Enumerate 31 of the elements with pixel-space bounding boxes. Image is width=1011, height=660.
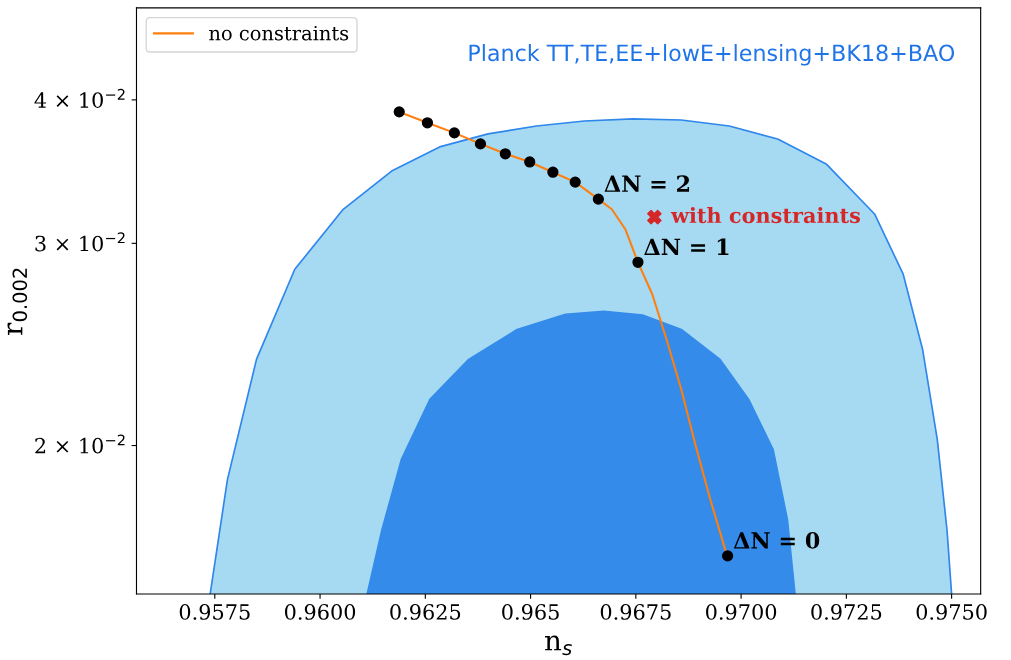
x-tick-label: 0.965 — [502, 604, 559, 620]
annotation: Planck TT,TE,EE+lowE+lensing+BK18+BAO — [469, 44, 955, 66]
y-tick-label: 3 × 10$^{−2}$ — [35, 232, 125, 252]
x-tick-label: 0.9600 — [284, 604, 356, 620]
x-tick-label: 0.9575 — [179, 604, 250, 620]
point — [393, 106, 405, 118]
x-axis-title: n$_{s}$ — [545, 635, 572, 656]
y-tick-label: 2 × 10$^{−2}$ — [35, 434, 125, 454]
annotation: ΔN = 2 — [604, 175, 690, 192]
legend-label: no constraints — [209, 25, 349, 41]
x-tick-label: 0.9625 — [390, 604, 461, 620]
series-label: with constraints — [670, 207, 861, 224]
point — [647, 209, 662, 225]
point — [499, 148, 511, 160]
point — [524, 156, 536, 168]
point — [592, 193, 604, 205]
point — [421, 117, 434, 129]
x-tick-label: 0.9725 — [811, 604, 882, 620]
x-tick-label: 0.9750 — [916, 604, 987, 620]
point — [474, 138, 487, 150]
x-tick-label: 0.9700 — [706, 604, 777, 620]
y-axis-title: r$_{0.002}$ — [7, 268, 28, 335]
point — [448, 127, 460, 139]
point — [722, 550, 734, 562]
annotation: ΔN = 1 — [644, 238, 729, 255]
point — [569, 176, 581, 188]
point — [632, 256, 644, 268]
point — [547, 166, 559, 178]
annotation: ΔN = 0 — [733, 531, 820, 549]
x-tick-label: 0.9675 — [600, 604, 671, 620]
y-tick-label: 4 × 10$^{−2}$ — [34, 88, 125, 108]
